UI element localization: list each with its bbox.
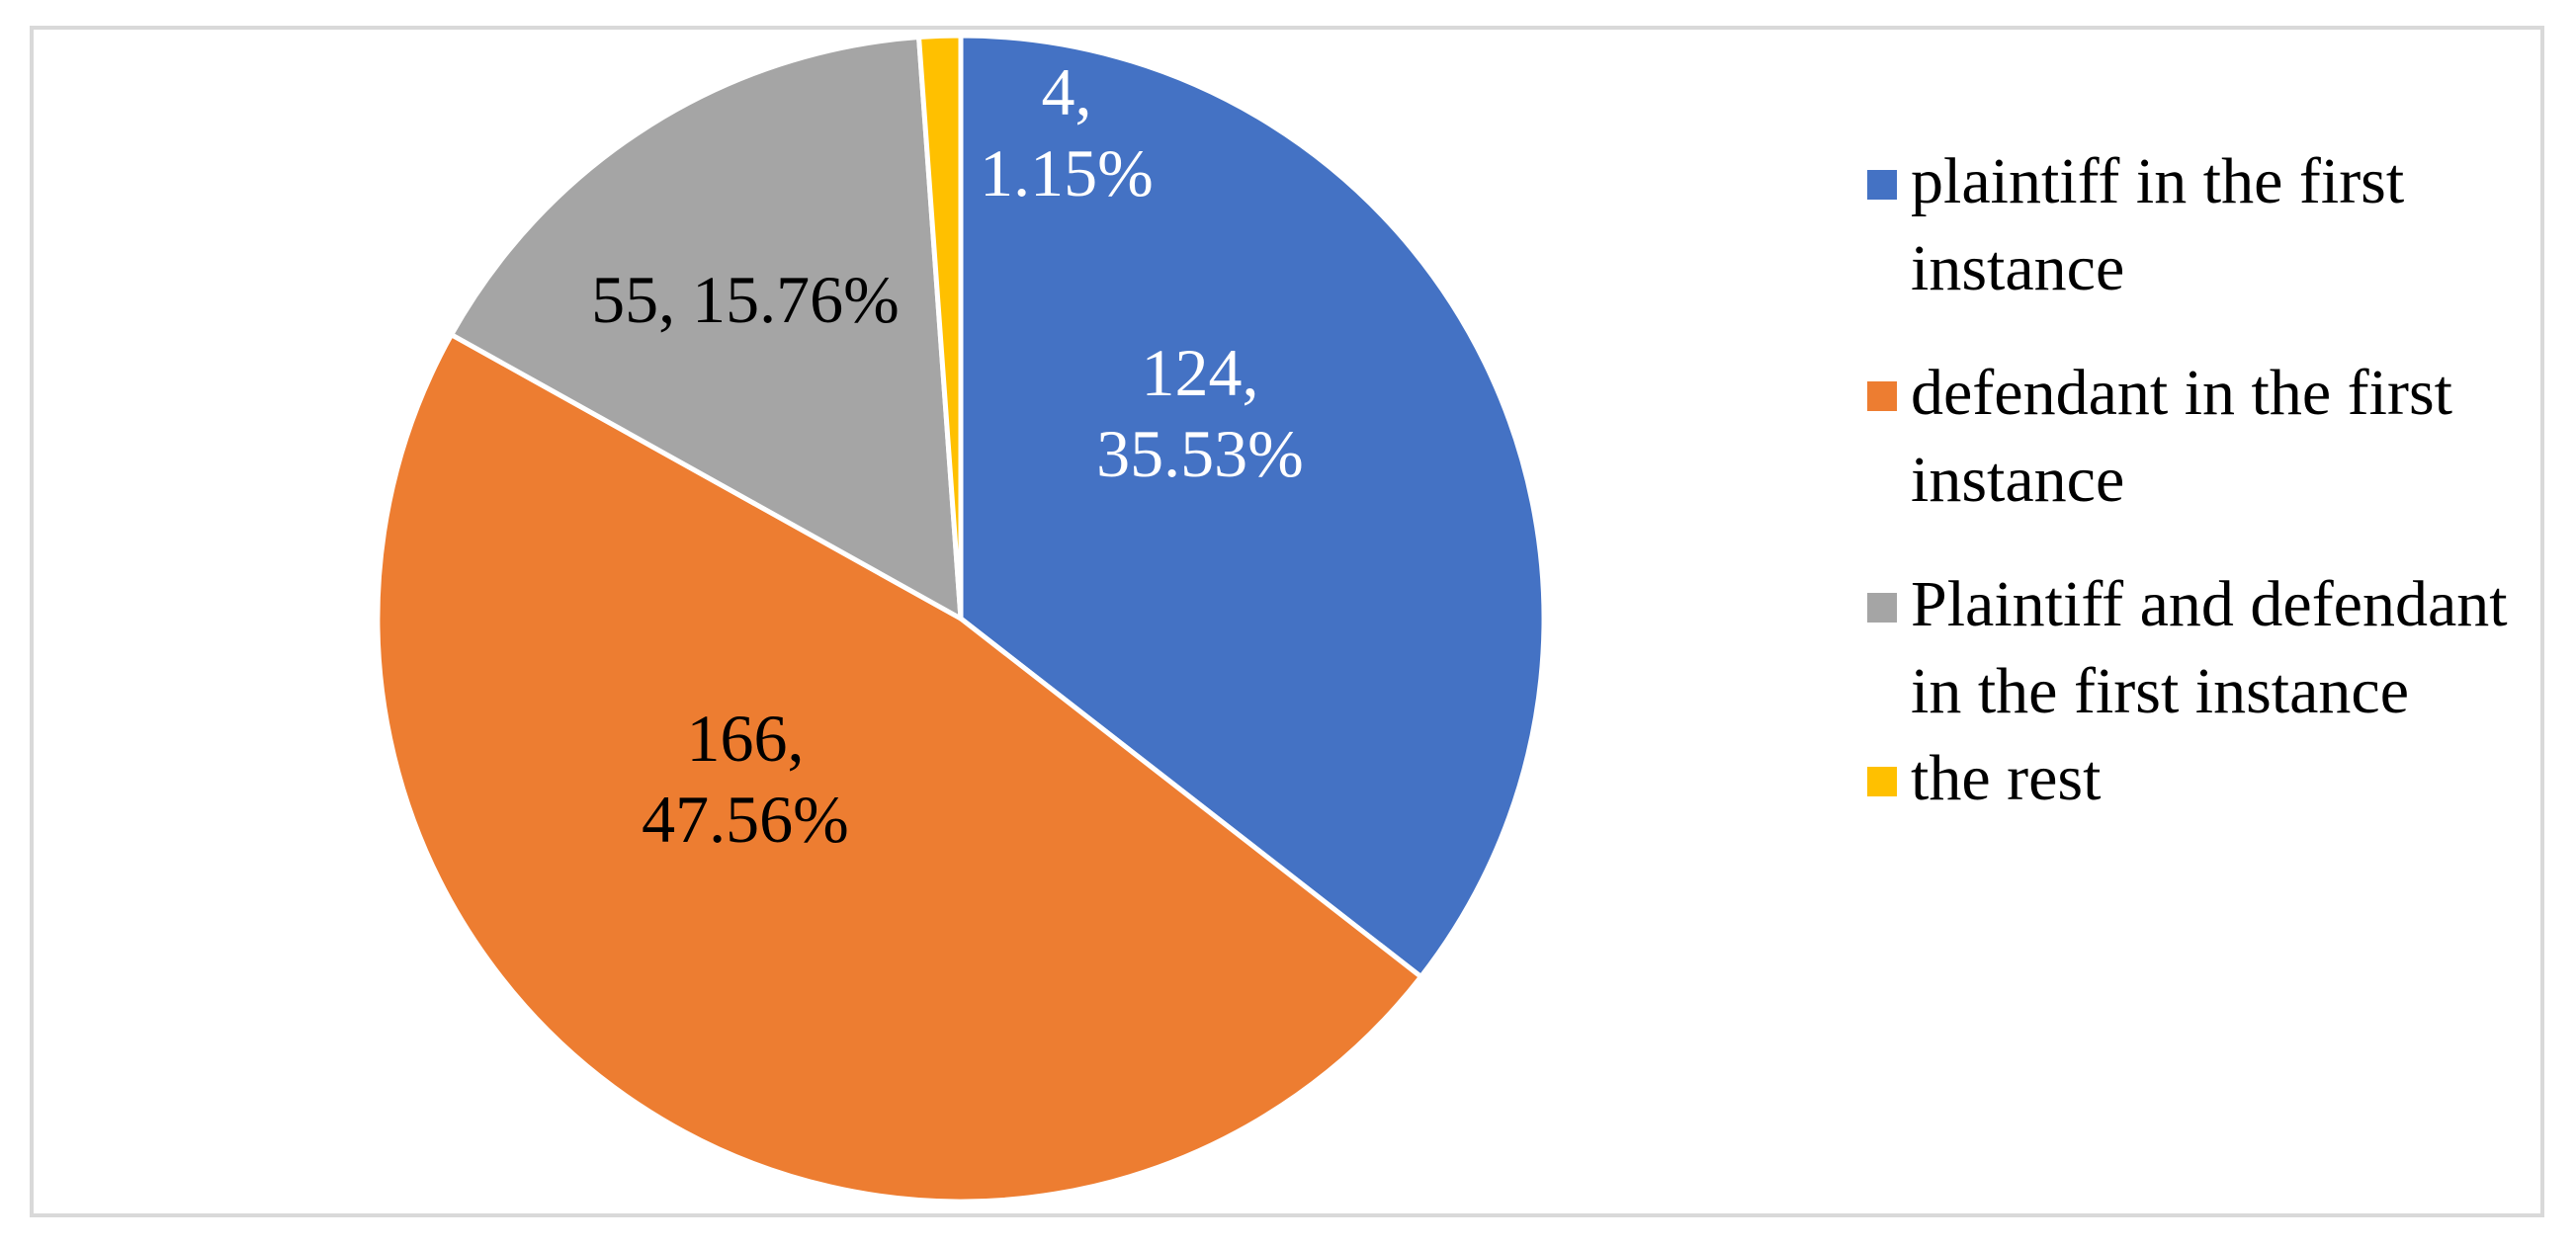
pie-chart: 124, 35.53% 166, 47.56% 55, 15.76% 4, 1.15% xyxy=(375,33,1547,1205)
data-label-defendant: 166, 47.56% xyxy=(642,701,849,857)
legend-item-both: Plaintiff and defendant in the first ins… xyxy=(1867,561,2520,735)
legend-label-both: Plaintiff and defendant in the first ins… xyxy=(1911,568,2508,727)
pie-slice-rest xyxy=(916,33,964,622)
legend-label-defendant: defendant in the first instance xyxy=(1911,357,2452,516)
pie-slice-both xyxy=(449,35,964,622)
data-label-rest: 4, 1.15% xyxy=(980,54,1154,210)
chart-frame: 124, 35.53% 166, 47.56% 55, 15.76% 4, 1.15% pl… xyxy=(30,26,2544,1217)
legend-swatch-plaintiff xyxy=(1867,170,1897,200)
legend-swatch-both xyxy=(1867,593,1897,623)
legend-item-defendant: defendant in the first instance xyxy=(1867,350,2520,524)
legend-item-plaintiff: plaintiff in the first instance xyxy=(1867,138,2520,312)
data-label-plaintiff: 124, 35.53% xyxy=(1096,335,1304,491)
legend: plaintiff in the first instance defendan… xyxy=(1867,138,2520,822)
legend-label-plaintiff: plaintiff in the first instance xyxy=(1911,145,2405,304)
data-label-both: 55, 15.76% xyxy=(591,262,900,337)
legend-item-rest: the rest xyxy=(1867,735,2520,822)
legend-swatch-rest xyxy=(1867,767,1897,796)
pie-slice-plaintiff xyxy=(958,33,1547,979)
legend-label-rest: the rest xyxy=(1911,742,2102,814)
legend-swatch-defendant xyxy=(1867,381,1897,411)
pie-slice-defendant xyxy=(375,332,1424,1205)
